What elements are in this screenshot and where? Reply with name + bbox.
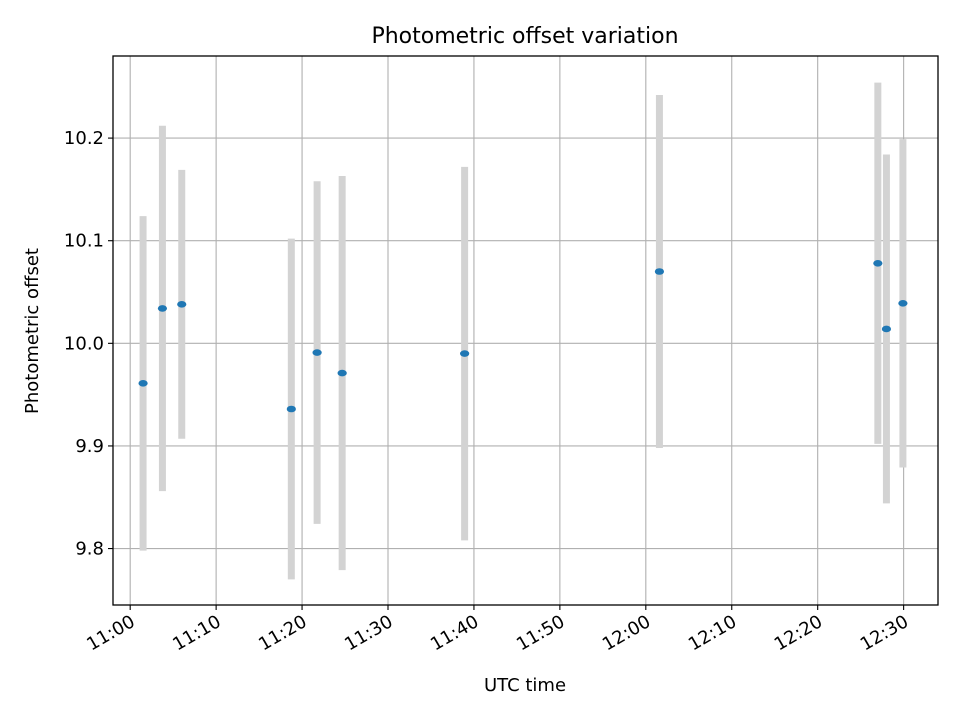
data-point xyxy=(177,301,187,308)
y-axis-ticks: 9.8 9.9 10.0 10.1 10.2 xyxy=(64,128,113,560)
data-point xyxy=(873,259,883,267)
data-point xyxy=(138,380,148,387)
y-tick-label: 10.2 xyxy=(64,128,104,149)
data-points xyxy=(138,259,908,413)
y-tick-label: 10.0 xyxy=(64,333,104,354)
data-point xyxy=(286,405,296,413)
chart-title: Photometric offset variation xyxy=(371,24,678,49)
y-axis-label: Photometric offset xyxy=(22,248,43,414)
data-point xyxy=(312,349,322,356)
data-point xyxy=(157,305,168,312)
y-tick-label: 9.8 xyxy=(75,539,104,560)
y-tick-label: 9.9 xyxy=(75,436,104,457)
data-point xyxy=(337,369,347,377)
data-point xyxy=(898,300,908,307)
data-point xyxy=(881,325,892,333)
x-axis-label: UTC time xyxy=(484,675,566,696)
y-tick-label: 10.1 xyxy=(64,231,104,252)
plot-frame xyxy=(112,55,939,606)
data-point xyxy=(460,350,470,357)
data-point xyxy=(654,268,665,275)
